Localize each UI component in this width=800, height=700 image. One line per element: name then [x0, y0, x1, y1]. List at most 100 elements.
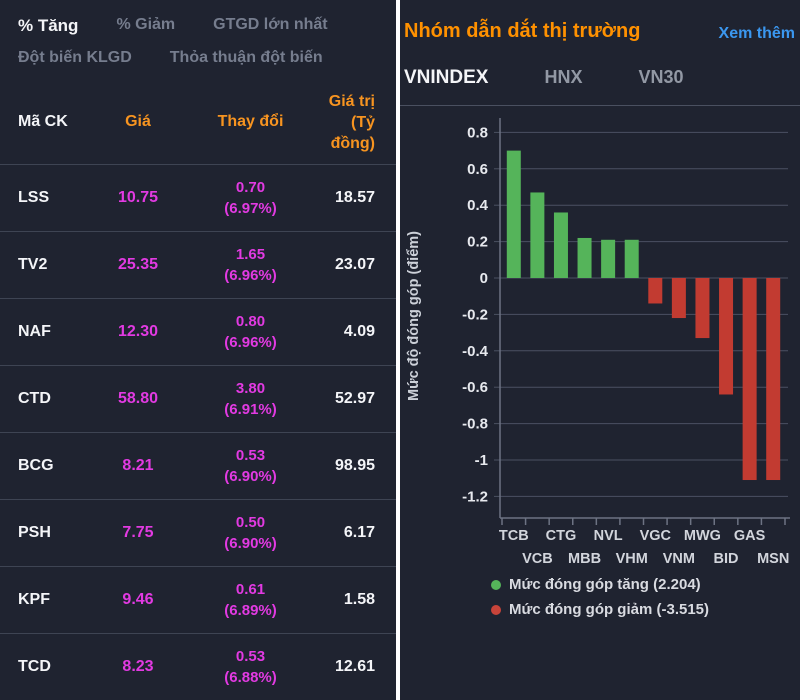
stock-change-pct: (6.88%) — [224, 669, 277, 686]
y-tick-label: -0.4 — [462, 343, 489, 360]
see-more-link[interactable]: Xem thêm — [718, 25, 795, 42]
stock-price: 8.23 — [122, 658, 154, 675]
stock-change: 3.80 (6.91%) — [188, 378, 313, 420]
chart-legend: Mức đóng góp tăng (2.204) Mức đóng góp gi… — [490, 572, 710, 622]
tab-dot-bien-klgd[interactable]: Đột biến KLGD — [18, 49, 132, 66]
stock-change-pct: (6.96%) — [224, 334, 277, 351]
stock-change-pct: (6.90%) — [224, 535, 277, 552]
stock-price: 9.46 — [122, 591, 154, 608]
stock-change-pct: (6.91%) — [224, 401, 277, 418]
stock-symbol: TV2 — [18, 256, 48, 273]
table-row[interactable]: NAF 12.30 0.80 (6.96%) 4.09 — [0, 298, 396, 365]
x-label-CTG: CTG — [546, 528, 577, 544]
stock-change-abs: 1.65 — [235, 246, 266, 263]
stock-value: 6.17 — [343, 524, 375, 541]
table-row[interactable]: TCD 8.23 0.53 (6.88%) 12.61 — [0, 633, 396, 700]
x-label-VCB: VCB — [522, 551, 553, 567]
y-tick-label: -0.2 — [462, 306, 488, 323]
bar-VNM — [671, 278, 686, 319]
stock-price: 25.35 — [117, 256, 159, 273]
tab-vn30[interactable]: VN30 — [638, 67, 684, 87]
legend-increase-dot — [490, 579, 501, 590]
bar-TCB — [506, 150, 521, 278]
stock-value: 12.61 — [334, 658, 375, 675]
stock-change: 0.70 (6.97%) — [188, 177, 313, 219]
col-header-price: Giá — [125, 113, 151, 130]
y-tick-label: 0.4 — [467, 197, 489, 214]
bar-CTG — [553, 212, 568, 278]
x-label-GAS: GAS — [734, 528, 766, 544]
panel-title: Nhóm dẫn dắt thị trường — [404, 20, 641, 42]
y-tick-label: -0.6 — [462, 379, 488, 396]
table-row[interactable]: PSH 7.75 0.50 (6.90%) 6.17 — [0, 499, 396, 566]
bar-MBB — [577, 237, 592, 278]
y-tick-label: 0.6 — [467, 161, 488, 178]
y-tick-label: 0.8 — [467, 124, 488, 141]
stock-change: 0.80 (6.96%) — [188, 311, 313, 353]
stock-change-abs: 0.80 — [235, 313, 266, 330]
table-row[interactable]: LSS 10.75 0.70 (6.97%) 18.57 — [0, 164, 396, 231]
x-label-BID: BID — [714, 551, 739, 567]
bar-VHM — [624, 239, 639, 278]
col-header-value-line1: Giá trị — [328, 92, 375, 110]
stock-change-pct: (6.90%) — [224, 468, 277, 485]
y-axis-title: Mức độ đóng góp (điểm) — [406, 231, 422, 401]
right-panel-header: Nhóm dẫn dắt thị trường Xem thêm — [400, 0, 800, 43]
y-tick-label: -0.8 — [462, 416, 488, 433]
contribution-bar-chart: 0.8 0.6 0.4 0.2 0 -0.2 -0.4 -0.6 -0.8 -1 -1.2 TCB VC… — [406, 118, 790, 567]
stock-change: 0.50 (6.90%) — [188, 512, 313, 554]
x-label-NVL: NVL — [594, 528, 623, 544]
tab-pct-tang[interactable]: % Tăng — [18, 16, 79, 35]
stock-value: 52.97 — [334, 390, 375, 407]
bar-BID — [719, 278, 734, 395]
x-label-MBB: MBB — [568, 551, 601, 567]
tab-gtgd-lon-nhat[interactable]: GTGD lớn nhất — [213, 16, 328, 33]
stock-price: 8.21 — [122, 457, 154, 474]
stock-change-abs: 0.70 — [235, 179, 266, 196]
x-label-VHM: VHM — [616, 551, 648, 567]
x-label-VNM: VNM — [663, 551, 695, 567]
x-label-MSN: MSN — [757, 551, 789, 567]
legend-increase: Mức đóng góp tăng (2.204) — [490, 572, 709, 597]
x-label-MWG: MWG — [684, 528, 721, 544]
tab-hnx[interactable]: HNX — [544, 67, 583, 87]
stock-table-body: LSS 10.75 0.70 (6.97%) 18.57 TV2 25.35 1.65 (6.9… — [0, 164, 396, 700]
stock-symbol: TCD — [18, 658, 51, 675]
stock-symbol: LSS — [18, 189, 50, 206]
stock-price: 7.75 — [122, 524, 154, 541]
tab-thoa-thuan-dot-bien[interactable]: Thỏa thuận đột biến — [169, 49, 323, 66]
table-row[interactable]: BCG 8.21 0.53 (6.90%) 98.95 — [0, 432, 396, 499]
left-tabs: % Tăng % Giảm GTGD lớn nhất Đột biến KLGD T… — [0, 0, 396, 67]
col-header-value-line2: (Tỷ đồng) — [330, 113, 375, 152]
stock-value: 23.07 — [334, 256, 375, 273]
stock-change-abs: 0.53 — [235, 648, 266, 665]
stock-symbol: CTD — [18, 390, 51, 407]
stock-price: 10.75 — [117, 189, 159, 206]
stock-symbol: BCG — [18, 457, 54, 474]
table-row[interactable]: CTD 58.80 3.80 (6.91%) 52.97 — [0, 365, 396, 432]
table-header: Mã CK Giá Thay đổi Giá trị (Tỷ đồng) — [0, 80, 396, 164]
stock-change-abs: 0.61 — [235, 581, 266, 598]
stock-change: 0.61 (6.89%) — [188, 579, 313, 621]
bar-GAS — [742, 278, 757, 481]
index-tabs: VNINDEX HNX VN30 — [400, 43, 800, 106]
stock-value: 4.09 — [343, 323, 375, 340]
stock-change-pct: (6.97%) — [224, 200, 277, 217]
col-header-symbol: Mã CK — [18, 113, 68, 130]
stock-change: 1.65 (6.96%) — [188, 244, 313, 286]
tab-vnindex[interactable]: VNINDEX — [404, 67, 489, 88]
bar-VGC — [648, 278, 663, 304]
left-tabs-row-1: % Tăng % Giảm GTGD lớn nhất — [18, 16, 378, 36]
stock-symbol: PSH — [18, 524, 51, 541]
stock-change: 0.53 (6.88%) — [188, 646, 313, 688]
y-tick-label: 0.2 — [467, 234, 488, 251]
table-row[interactable]: KPF 9.46 0.61 (6.89%) 1.58 — [0, 566, 396, 633]
x-label-TCB: TCB — [499, 528, 529, 544]
table-row[interactable]: TV2 25.35 1.65 (6.96%) 23.07 — [0, 231, 396, 298]
bar-MSN — [766, 278, 781, 481]
tab-pct-giam[interactable]: % Giảm — [116, 16, 176, 33]
stock-symbol: KPF — [18, 591, 50, 608]
legend-decrease-label: Mức đóng góp giảm (-3.515) — [508, 601, 710, 618]
stock-price: 12.30 — [117, 323, 159, 340]
bar-VCB — [530, 192, 545, 278]
